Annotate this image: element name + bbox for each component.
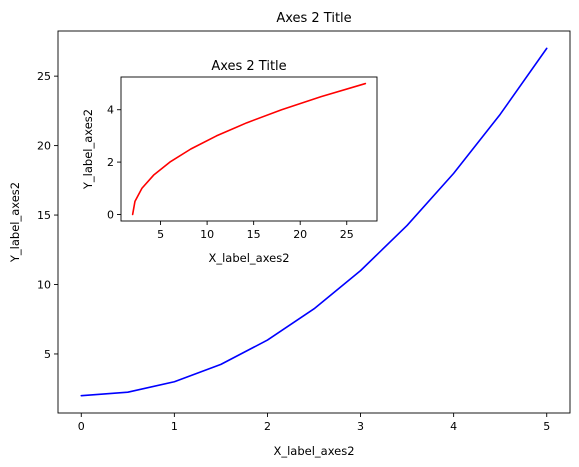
inset-series-line [131,82,367,216]
inset-x-tick-label: 5 [157,228,164,241]
main-y-axis-label: Y_label_axes2 [8,182,22,263]
main-y-tick-label: 10 [37,279,51,292]
main-y-ticks: 5 10 15 20 25 [37,70,58,361]
main-series-line [80,47,548,397]
main-y-tick-label: 20 [37,140,51,153]
inset-chart-title: Axes 2 Title [211,59,286,74]
inset-x-axis-label: X_label_axes2 [208,251,289,265]
inset-y-axis-label: Y_label_axes2 [81,109,95,190]
inset-plot-frame [120,76,378,222]
main-plot-frame [57,30,571,414]
inset-y-tick-label: 0 [107,208,114,221]
main-y-tick-label: 5 [44,348,51,361]
main-x-tick-label: 1 [171,420,178,433]
inset-x-tick-label: 20 [293,228,307,241]
main-x-ticks: 0 1 2 3 4 5 [78,413,550,433]
main-x-tick-label: 2 [264,420,271,433]
inset-axes: 5 10 15 20 25 0 2 4 Axes 2 Title X_label_axes2… [81,59,378,265]
main-chart-title: Axes 2 Title [276,11,351,26]
inset-x-tick-label: 10 [200,228,214,241]
inset-x-tick-label: 25 [340,228,354,241]
inset-background [121,77,377,221]
main-y-tick-label: 25 [37,70,51,83]
inset-x-tick-label: 15 [247,228,261,241]
inset-x-ticks: 5 10 15 20 25 [157,221,354,241]
main-x-tick-label: 0 [78,420,85,433]
main-y-tick-label: 15 [37,209,51,222]
main-x-tick-label: 5 [543,420,550,433]
inset-y-tick-label: 2 [107,156,114,169]
main-x-tick-label: 3 [357,420,364,433]
main-x-tick-label: 4 [450,420,457,433]
inset-y-ticks: 0 2 4 [107,104,121,221]
inset-y-tick-label: 4 [107,104,114,117]
main-x-axis-label: X_label_axes2 [273,444,354,458]
